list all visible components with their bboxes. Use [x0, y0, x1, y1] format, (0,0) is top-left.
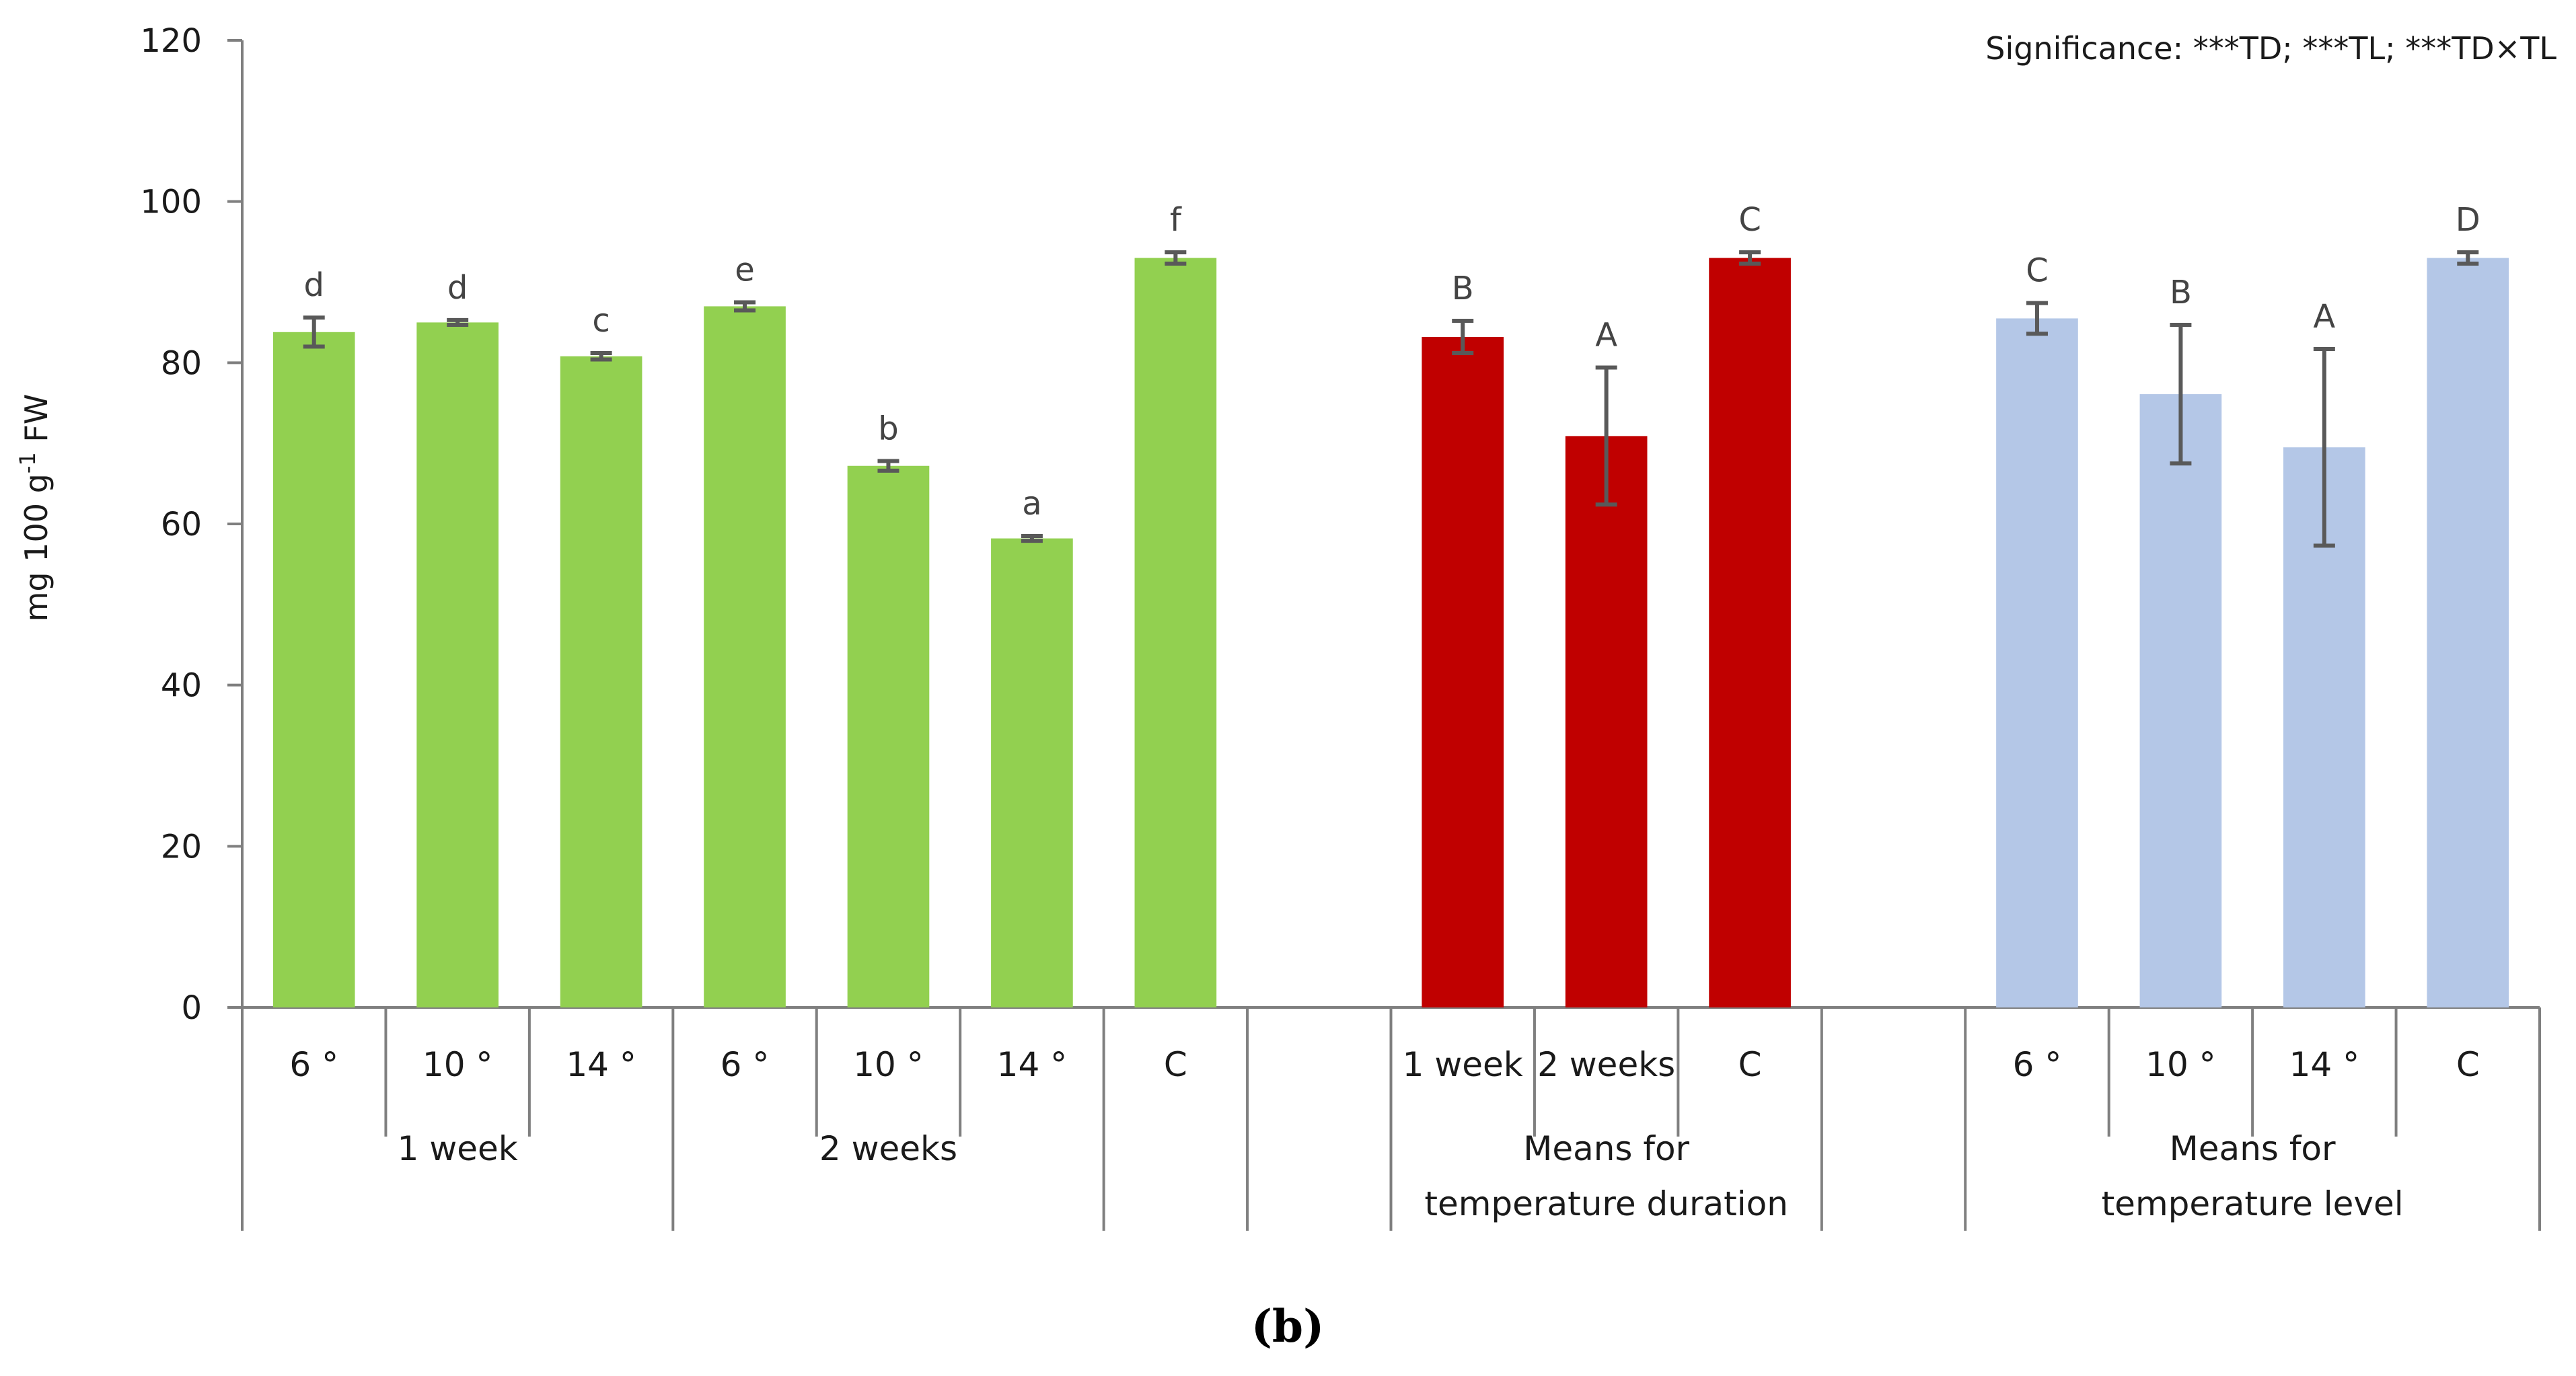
- bar: [1709, 258, 1791, 1007]
- y-tick-label: 60: [161, 506, 202, 543]
- group-label: 1 week: [398, 1129, 518, 1168]
- group-label: Means for: [1523, 1129, 1689, 1168]
- y-axis-label: mg 100 g-1 FW: [15, 394, 54, 622]
- group-label: 2 weeks: [819, 1129, 957, 1168]
- significance-letters: d d c e b a f B A C C B A D: [303, 201, 2480, 523]
- y-axis-label-superscript: -1: [15, 452, 40, 473]
- bar: [991, 538, 1073, 1007]
- category-label: 14 °: [997, 1045, 1068, 1084]
- bar: [847, 465, 930, 1007]
- significance-letter: A: [2313, 298, 2335, 336]
- category-label: C: [2456, 1045, 2480, 1084]
- group-label: Means for: [2170, 1129, 2336, 1168]
- significance-letter: C: [1738, 201, 1761, 239]
- significance-letter: d: [447, 269, 468, 307]
- category-label: 6 °: [2013, 1045, 2062, 1084]
- panel-label: (b): [1251, 1300, 1325, 1352]
- category-label: C: [1738, 1045, 1762, 1084]
- category-label: C: [1164, 1045, 1187, 1084]
- bar: [2427, 258, 2509, 1007]
- significance-letter: C: [2026, 252, 2049, 290]
- significance-letter: a: [1022, 485, 1041, 523]
- category-axis: 6 ° 10 ° 14 ° 6 ° 10 ° 14 ° C 1 week 2 weeks C 6 °…: [241, 1007, 2541, 1231]
- y-tick-label: 100: [140, 184, 202, 221]
- category-label: 14 °: [2289, 1045, 2360, 1084]
- significance-letter: b: [878, 410, 898, 448]
- bar: [1134, 258, 1217, 1007]
- significance-note: Significance: ***TD; ***TL; ***TD×TL: [1985, 30, 2556, 67]
- error-bars: [303, 250, 2479, 548]
- bar: [2139, 394, 2222, 1007]
- bar: [560, 356, 642, 1007]
- category-label: 10 °: [853, 1045, 924, 1084]
- category-label: 6 °: [721, 1045, 770, 1084]
- bar: [1565, 436, 1648, 1007]
- significance-letter: B: [2170, 274, 2192, 311]
- y-tick-label: 20: [161, 828, 202, 866]
- category-label: 14 °: [566, 1045, 636, 1084]
- bar: [272, 332, 355, 1008]
- significance-letter: e: [735, 251, 755, 289]
- group-label: temperature duration: [1424, 1184, 1788, 1223]
- bar: [1422, 336, 1504, 1007]
- category-label: 10 °: [422, 1045, 493, 1084]
- significance-letter: A: [1595, 317, 1617, 354]
- y-tick-label: 120: [140, 22, 202, 60]
- bar: [416, 322, 499, 1008]
- y-tick-label: 0: [181, 989, 202, 1027]
- y-tick-label: 80: [161, 344, 202, 382]
- bar: [1996, 318, 2078, 1007]
- significance-letter: D: [2456, 201, 2480, 239]
- category-label: 6 °: [289, 1045, 338, 1084]
- significance-letter: f: [1170, 201, 1182, 239]
- significance-letter: d: [303, 266, 324, 304]
- y-tick-label: 40: [161, 667, 202, 705]
- significance-letter: c: [592, 302, 610, 340]
- chart-bars: [272, 258, 2509, 1008]
- group-label: temperature level: [2102, 1184, 2404, 1223]
- category-label: 10 °: [2145, 1045, 2216, 1084]
- bar: [704, 306, 786, 1008]
- significance-letter: B: [1452, 270, 1474, 307]
- category-label: 2 weeks: [1537, 1045, 1675, 1084]
- category-label: 1 week: [1403, 1045, 1523, 1084]
